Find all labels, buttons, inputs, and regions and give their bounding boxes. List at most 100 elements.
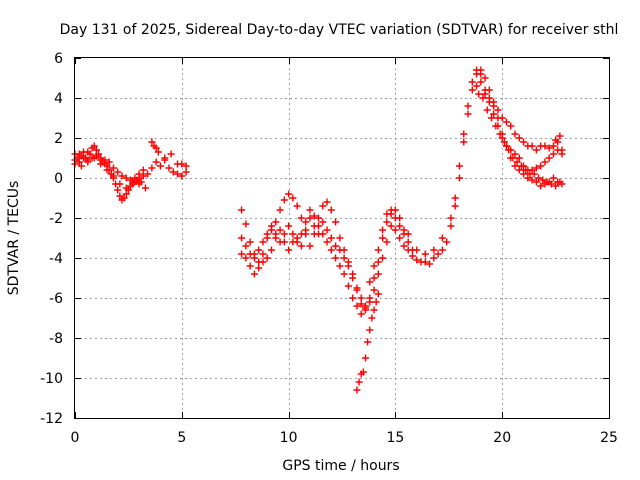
y-tick-label: -8 [49, 331, 63, 347]
y-tick-label: -2 [49, 211, 63, 227]
data-point [302, 218, 310, 226]
data-point [451, 202, 459, 210]
data-point [77, 162, 85, 170]
data-point [547, 180, 555, 188]
data-point [336, 246, 344, 254]
data-point [182, 168, 190, 176]
data-point [511, 162, 519, 170]
data-point [438, 246, 446, 254]
data-point [84, 158, 92, 166]
data-point [543, 178, 551, 186]
data-point [297, 230, 305, 238]
data-point [103, 166, 111, 174]
data-point [105, 158, 113, 166]
data-point [426, 260, 434, 268]
data-point [327, 206, 335, 214]
data-point [122, 184, 130, 192]
y-axis-label: SDTVAR / TECUs [6, 181, 22, 296]
y-tick-label: 4 [54, 91, 63, 107]
data-point [545, 154, 553, 162]
data-point [537, 182, 545, 190]
series-seg-late-d [475, 90, 564, 190]
data-point [464, 110, 472, 118]
data-point [116, 180, 124, 188]
data-point [535, 174, 543, 182]
data-point [541, 158, 549, 166]
data-point [297, 242, 305, 250]
data-point [460, 138, 468, 146]
data-point [468, 78, 476, 86]
data-point [139, 172, 147, 180]
data-point [118, 172, 126, 180]
data-point [344, 282, 352, 290]
y-tick-label: 0 [54, 171, 63, 187]
data-point [370, 306, 378, 314]
data-point [353, 286, 361, 294]
data-point [513, 158, 521, 166]
data-point [485, 94, 493, 102]
data-point [475, 90, 483, 98]
data-point [165, 164, 173, 172]
data-point [178, 172, 186, 180]
plot-frame [74, 57, 610, 419]
data-point [366, 326, 374, 334]
data-point [315, 222, 323, 230]
data-point [361, 304, 369, 312]
data-point [383, 210, 391, 218]
data-point [359, 368, 367, 376]
data-point [276, 238, 284, 246]
data-point [174, 170, 182, 178]
data-point [498, 114, 506, 122]
data-point [259, 238, 267, 246]
data-point [361, 354, 369, 362]
data-point [492, 122, 500, 130]
data-point [263, 230, 271, 238]
data-point [135, 180, 143, 188]
chart-title: Day 131 of 2025, Sidereal Day-to-day VTE… [60, 22, 619, 38]
data-point [289, 194, 297, 202]
data-point [374, 270, 382, 278]
data-point [430, 246, 438, 254]
data-point [379, 234, 387, 242]
data-point [404, 246, 412, 254]
data-point [400, 226, 408, 234]
data-point [148, 138, 156, 146]
data-point [383, 238, 391, 246]
data-point [259, 258, 267, 266]
data-point [537, 162, 545, 170]
data-point [144, 170, 152, 178]
y-tick-label: 6 [54, 51, 63, 67]
data-point [473, 66, 481, 74]
data-point [387, 222, 395, 230]
data-point [323, 198, 331, 206]
data-point [507, 122, 515, 130]
data-point [447, 222, 455, 230]
data-point [520, 170, 528, 178]
data-point [306, 214, 314, 222]
data-point [460, 130, 468, 138]
series-seg-mid-c [238, 206, 412, 318]
data-point [379, 226, 387, 234]
x-tick-label: 15 [386, 430, 404, 446]
data-point [246, 250, 254, 258]
data-point [84, 148, 92, 156]
data-point [268, 222, 276, 230]
data-point [327, 234, 335, 242]
y-tick-label: -6 [49, 291, 63, 307]
data-point [370, 274, 378, 282]
data-point [114, 186, 122, 194]
data-point [479, 94, 487, 102]
data-point [372, 298, 380, 306]
data-point [404, 238, 412, 246]
data-point [366, 278, 374, 286]
data-point [238, 206, 246, 214]
data-point [515, 166, 523, 174]
data-point [524, 174, 532, 182]
data-point [549, 150, 557, 158]
data-point [511, 150, 519, 158]
data-point [323, 238, 331, 246]
data-point [532, 178, 540, 186]
data-point [391, 206, 399, 214]
data-point [396, 222, 404, 230]
data-point [90, 142, 98, 150]
